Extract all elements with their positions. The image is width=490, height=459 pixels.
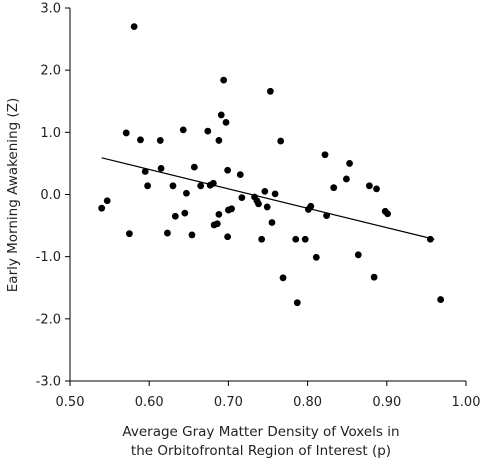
x-tick-label: 0.70 <box>214 395 243 410</box>
data-point <box>312 253 320 261</box>
data-point <box>255 200 262 208</box>
data-point <box>354 251 362 259</box>
x-axis-title-line-2: the Orbitofrontal Region of Interest (p) <box>131 443 391 459</box>
data-point <box>156 137 164 144</box>
data-point <box>224 233 232 241</box>
data-point <box>181 209 189 217</box>
data-point <box>213 220 221 228</box>
data-point <box>236 171 244 179</box>
y-tick-label: 0.0 <box>40 188 61 203</box>
data-point <box>125 230 133 238</box>
data-point <box>220 76 228 84</box>
data-point <box>261 187 269 195</box>
data-point <box>122 129 130 137</box>
data-point <box>215 137 223 144</box>
data-point <box>215 210 223 218</box>
data-point <box>365 182 373 190</box>
y-axis-title: Early Morning Awakening (Z) <box>5 98 21 292</box>
data-point <box>197 182 205 190</box>
data-point <box>228 205 235 213</box>
data-point <box>323 212 331 220</box>
data-point <box>98 204 106 212</box>
data-point <box>204 127 212 135</box>
data-point <box>103 197 111 205</box>
data-point <box>183 189 190 197</box>
data-point <box>137 136 144 144</box>
data-point <box>144 182 152 190</box>
y-tick-label: -2.0 <box>36 312 61 327</box>
data-point <box>263 203 271 211</box>
data-point <box>217 111 225 119</box>
data-point <box>179 126 187 134</box>
y-tick-label: 3.0 <box>40 2 61 17</box>
data-point <box>190 163 198 171</box>
y-tick-label: -1.0 <box>36 250 61 265</box>
data-point <box>222 118 230 126</box>
data-point <box>279 274 287 282</box>
x-tick-label: 0.80 <box>293 395 322 410</box>
data-point <box>384 210 391 218</box>
data-point <box>370 273 378 281</box>
data-point <box>238 194 246 202</box>
data-point <box>224 166 232 174</box>
data-point <box>164 229 171 237</box>
y-tick-label: 2.0 <box>40 64 61 79</box>
data-point <box>373 185 380 193</box>
data-point <box>301 235 309 243</box>
data-point <box>277 137 285 145</box>
data-point <box>157 164 165 172</box>
x-tick-label: 1.00 <box>452 395 481 410</box>
plot-area: 0.50 0.60 0.70 0.80 0.90 1.00 3.0 2.0 1.0 0.0 -1.… <box>36 2 481 411</box>
x-axis-title-line-1: Average Gray Matter Density of Voxels in <box>122 424 399 440</box>
data-point <box>437 296 445 303</box>
data-point <box>141 168 149 175</box>
data-point <box>169 182 177 190</box>
data-point <box>293 299 301 307</box>
x-ticks: 0.50 0.60 0.70 0.80 0.90 1.00 <box>56 381 481 410</box>
trendline <box>101 157 435 240</box>
data-point <box>188 231 196 239</box>
x-tick-label: 0.90 <box>372 395 401 410</box>
x-tick-label: 0.50 <box>56 395 85 410</box>
data-point <box>346 160 353 167</box>
y-ticks: 3.0 2.0 1.0 0.0 -1.0 -2.0 -3.0 <box>36 2 70 390</box>
data-point <box>343 175 350 183</box>
data-point <box>130 23 138 31</box>
data-points <box>98 23 445 307</box>
y-tick-label: 1.0 <box>40 126 61 141</box>
data-point <box>292 235 300 243</box>
data-point <box>266 87 274 95</box>
data-point <box>171 212 179 220</box>
x-tick-label: 0.60 <box>135 395 164 410</box>
y-tick-label: -3.0 <box>36 375 61 390</box>
data-point <box>271 190 279 198</box>
data-point <box>330 184 338 192</box>
data-point <box>321 151 329 159</box>
data-point <box>268 219 276 226</box>
data-point <box>258 235 266 243</box>
